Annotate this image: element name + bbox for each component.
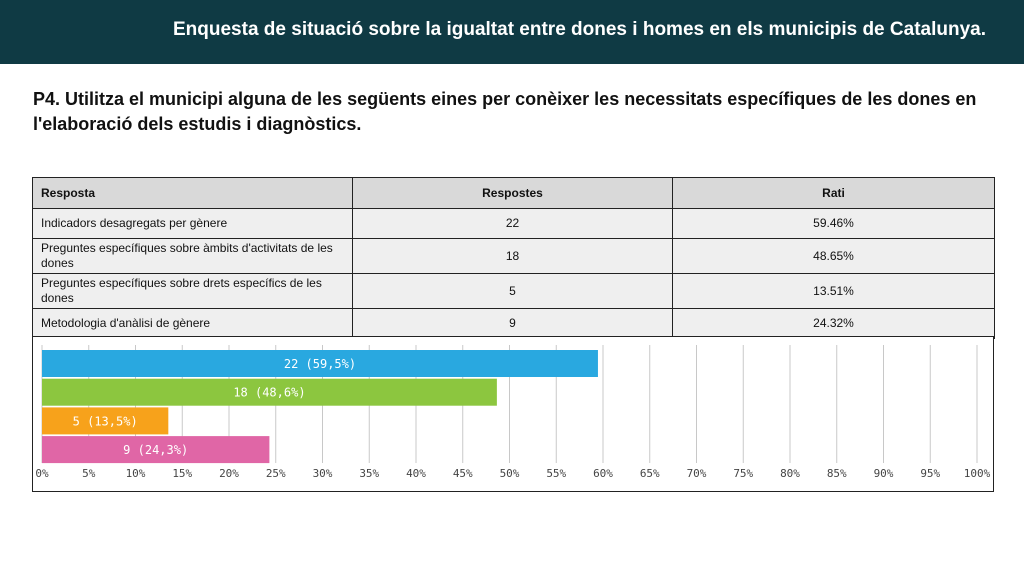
row-label: Metodologia d'anàlisi de gènere bbox=[32, 308, 353, 339]
table-row: Indicadors desagregats per gènere 22 59.… bbox=[32, 208, 995, 239]
x-tick-label: 75% bbox=[733, 467, 753, 480]
x-tick-label: 55% bbox=[546, 467, 566, 480]
x-tick-label: 40% bbox=[406, 467, 426, 480]
x-tick-label: 80% bbox=[780, 467, 800, 480]
x-tick-label: 95% bbox=[920, 467, 940, 480]
x-tick-label: 5% bbox=[82, 467, 96, 480]
row-count: 5 bbox=[352, 273, 673, 309]
row-rate: 24.32% bbox=[672, 308, 995, 339]
table-row: Preguntes específiques sobre àmbits d'ac… bbox=[32, 238, 995, 274]
bar-data-label: 22 (59,5%) bbox=[284, 357, 356, 371]
x-tick-label: 10% bbox=[126, 467, 146, 480]
x-tick-label: 100% bbox=[964, 467, 991, 480]
x-tick-label: 50% bbox=[500, 467, 520, 480]
bar bbox=[42, 407, 169, 435]
row-count: 22 bbox=[352, 208, 673, 239]
x-tick-label: 85% bbox=[827, 467, 847, 480]
bar-data-label: 18 (48,6%) bbox=[233, 386, 305, 400]
bar-chart: 22 (59,5%) 18 (48,6%) 5 (13,5%) 9 (24,3%) 0… bbox=[35, 345, 991, 480]
column-header-respostes: Respostes bbox=[352, 177, 673, 209]
x-tick-label: 15% bbox=[172, 467, 192, 480]
x-tick-label: 20% bbox=[219, 467, 239, 480]
row-label: Indicadors desagregats per gènere bbox=[32, 208, 353, 239]
survey-title: Enquesta de situació sobre la igualtat e… bbox=[173, 19, 986, 40]
bar bbox=[42, 378, 497, 406]
row-count: 9 bbox=[352, 308, 673, 339]
question-text: P4. Utilitza el municipi alguna de les s… bbox=[33, 89, 977, 134]
chart-container: 22 (59,5%) 18 (48,6%) 5 (13,5%) 9 (24,3%) 0… bbox=[32, 336, 994, 492]
row-label: Preguntes específiques sobre àmbits d'ac… bbox=[32, 238, 353, 274]
x-tick-label: 30% bbox=[313, 467, 333, 480]
x-tick-label: 25% bbox=[266, 467, 286, 480]
x-tick-label: 45% bbox=[453, 467, 473, 480]
bar bbox=[42, 436, 270, 464]
x-tick-label: 70% bbox=[687, 467, 707, 480]
bar-data-label: 9 (24,3%) bbox=[123, 443, 188, 457]
table-header-row: Resposta Respostes Rati bbox=[32, 177, 995, 209]
table-row: Metodologia d'anàlisi de gènere 9 24.32% bbox=[32, 308, 995, 339]
column-header-resposta: Resposta bbox=[32, 177, 353, 209]
row-rate: 59.46% bbox=[672, 208, 995, 239]
bar bbox=[42, 350, 598, 377]
row-label: Preguntes específiques sobre drets espec… bbox=[32, 273, 353, 309]
table-row: Preguntes específiques sobre drets espec… bbox=[32, 273, 995, 309]
row-count: 18 bbox=[352, 238, 673, 274]
x-tick-label: 65% bbox=[640, 467, 660, 480]
bar-data-label: 5 (13,5%) bbox=[73, 414, 138, 428]
x-tick-label: 90% bbox=[874, 467, 894, 480]
row-rate: 48.65% bbox=[672, 238, 995, 274]
row-rate: 13.51% bbox=[672, 273, 995, 309]
responses-table: Resposta Respostes Rati Indicadors desag… bbox=[32, 177, 995, 339]
x-tick-label: 60% bbox=[593, 467, 613, 480]
column-header-rati: Rati bbox=[672, 177, 995, 209]
x-tick-label: 0% bbox=[35, 467, 49, 480]
x-tick-label: 35% bbox=[359, 467, 379, 480]
header-banner: Enquesta de situació sobre la igualtat e… bbox=[0, 0, 1024, 64]
